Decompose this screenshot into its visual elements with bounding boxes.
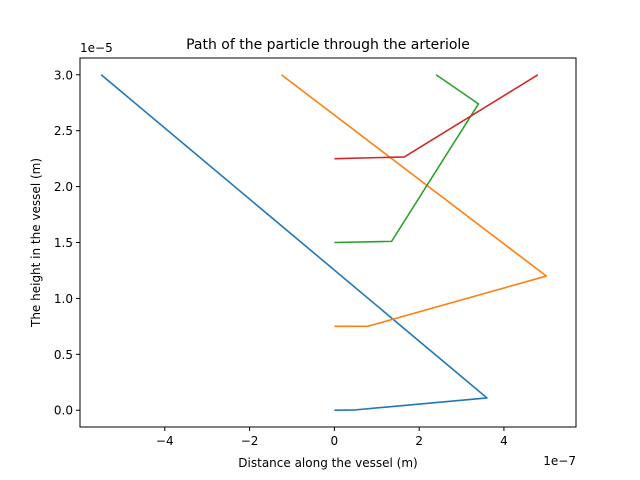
x-tick-label: 4 [500, 434, 508, 448]
x-axis-label: Distance along the vessel (m) [238, 456, 417, 470]
series-line-2 [280, 74, 548, 328]
x-tick-layer: −4 −2 0 2 4 [156, 427, 508, 448]
series-line-3 [334, 74, 480, 244]
series-layer [100, 74, 548, 412]
y-tick-label: 0.0 [54, 404, 73, 418]
x-tick-label: 2 [415, 434, 423, 448]
x-tick-label: 0 [331, 434, 339, 448]
x-axis-offset-label: 1e−7 [543, 454, 576, 468]
series-line-1 [100, 74, 488, 412]
y-tick-label: 2.0 [54, 180, 73, 194]
chart-title: Path of the particle through the arterio… [186, 37, 470, 53]
y-tick-label: 3.0 [54, 68, 73, 82]
y-tick-layer: 0.0 0.5 1.0 1.5 2.0 2.5 3.0 [54, 68, 80, 418]
y-tick-label: 1.0 [54, 292, 73, 306]
series-line-4 [334, 74, 539, 160]
y-axis-label: The height in the vessel (m) [29, 158, 43, 328]
y-tick-label: 0.5 [54, 348, 73, 362]
y-axis-offset-label: 1e−5 [80, 41, 113, 55]
x-tick-label: −4 [156, 434, 174, 448]
x-tick-label: −2 [241, 434, 259, 448]
y-tick-label: 1.5 [54, 236, 73, 250]
y-tick-label: 2.5 [54, 124, 73, 138]
